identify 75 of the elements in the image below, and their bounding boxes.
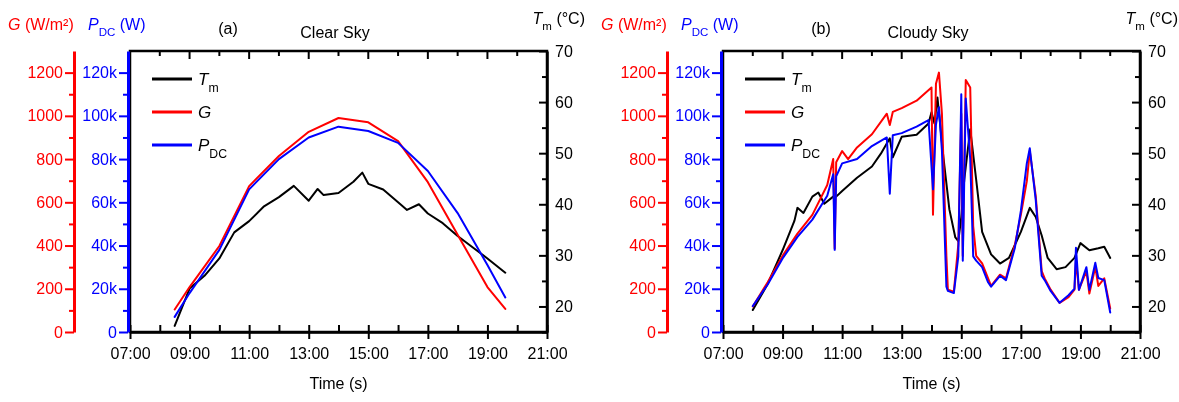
text: (a) xyxy=(218,20,238,37)
y3-tick-label: 60 xyxy=(1148,93,1166,111)
y-tick-label: 600 xyxy=(629,193,657,211)
y3-tick-label: 40 xyxy=(1148,195,1166,213)
x-tick-label: 21:00 xyxy=(527,344,568,362)
y3-tick-label: 20 xyxy=(555,298,573,316)
x-tick-label: 21:00 xyxy=(1120,344,1161,362)
y-tick-label: 1000 xyxy=(620,107,657,125)
text: (b) xyxy=(811,20,831,37)
y3-tick-label: 30 xyxy=(555,246,573,264)
y3-tick-label: 70 xyxy=(1148,42,1166,60)
y3-tick-label: 50 xyxy=(555,144,573,162)
y2-tick-label: 0 xyxy=(108,323,118,341)
y-tick-label: 800 xyxy=(629,150,657,168)
x-tick-label: 19:00 xyxy=(467,344,509,362)
y-axis-title: G (W/m²) xyxy=(8,16,74,33)
y3-tick-label: 40 xyxy=(555,195,573,213)
legend-label: G xyxy=(198,103,212,122)
y3-tick-label: 50 xyxy=(1148,144,1166,162)
y3-tick-label: 30 xyxy=(1148,246,1166,264)
y2-tick-label: 100k xyxy=(675,107,711,125)
y-tick-label: 1200 xyxy=(27,64,64,82)
y-tick-label: 400 xyxy=(36,237,64,255)
legend-label: P$_{DC}$ xyxy=(791,136,821,161)
y2-tick-label: 80k xyxy=(91,150,118,168)
x-tick-label: 17:00 xyxy=(408,344,449,362)
x-tick-label: 07:00 xyxy=(110,344,151,362)
y-axis-title: G (W/m²) xyxy=(601,16,667,33)
x-tick-label: 17:00 xyxy=(1001,344,1042,362)
y-tick-label: 200 xyxy=(629,280,657,298)
y-tick-label: 200 xyxy=(36,280,64,298)
y2-tick-label: 20k xyxy=(91,280,118,298)
x-tick-label: 09:00 xyxy=(170,344,211,362)
y3-tick-label: 20 xyxy=(1148,298,1166,316)
y-tick-label: 1000 xyxy=(27,107,64,125)
y-tick-label: 1200 xyxy=(620,64,657,82)
y2-tick-label: 40k xyxy=(684,237,711,255)
x-tick-label: 07:00 xyxy=(703,344,744,362)
y3-tick-label: 60 xyxy=(555,93,573,111)
y2-tick-label: 100k xyxy=(82,107,118,125)
x-axis-title: Time (s) xyxy=(902,375,961,392)
y2-tick-label: 60k xyxy=(684,193,711,211)
y2-axis-title: P$_{DC}$ (W) xyxy=(681,16,739,38)
legend-label: T$_{m}$ xyxy=(791,70,812,95)
y2-tick-label: 80k xyxy=(684,150,711,168)
y2-tick-label: 0 xyxy=(701,323,711,341)
y-tick-label: 600 xyxy=(36,193,64,211)
y2-tick-label: 120k xyxy=(82,64,118,82)
y3-axis-title: T$_{m}$ (°C) xyxy=(1125,10,1178,32)
y3-axis-title: T$_{m}$ (°C) xyxy=(532,10,585,32)
x-tick-label: 13:00 xyxy=(289,344,330,362)
x-tick-label: 15:00 xyxy=(941,344,982,362)
legend-label: T$_{m}$ xyxy=(198,70,219,95)
x-tick-label: 19:00 xyxy=(1060,344,1102,362)
y2-tick-label: 20k xyxy=(684,280,711,298)
x-tick-label: 13:00 xyxy=(882,344,923,362)
y2-axis-title: P$_{DC}$ (W) xyxy=(88,16,146,38)
y-tick-label: 0 xyxy=(647,323,657,341)
y-tick-label: 400 xyxy=(629,237,657,255)
legend-label: G xyxy=(791,103,805,122)
x-tick-label: 15:00 xyxy=(348,344,389,362)
x-tick-label: 11:00 xyxy=(230,344,270,362)
chart-title: Cloudy Sky xyxy=(887,24,969,41)
legend-label: P$_{DC}$ xyxy=(198,136,228,161)
x-axis-title: Time (s) xyxy=(309,375,368,392)
x-tick-label: 09:00 xyxy=(763,344,804,362)
x-tick-label: 11:00 xyxy=(823,344,863,362)
y-tick-label: 800 xyxy=(36,150,64,168)
y2-tick-label: 60k xyxy=(91,193,118,211)
y-tick-label: 0 xyxy=(54,323,64,341)
y3-tick-label: 70 xyxy=(555,42,573,60)
y2-tick-label: 40k xyxy=(91,237,118,255)
chart-title: Clear Sky xyxy=(300,24,370,41)
y2-tick-label: 120k xyxy=(675,64,711,82)
line-series xyxy=(173,171,507,327)
